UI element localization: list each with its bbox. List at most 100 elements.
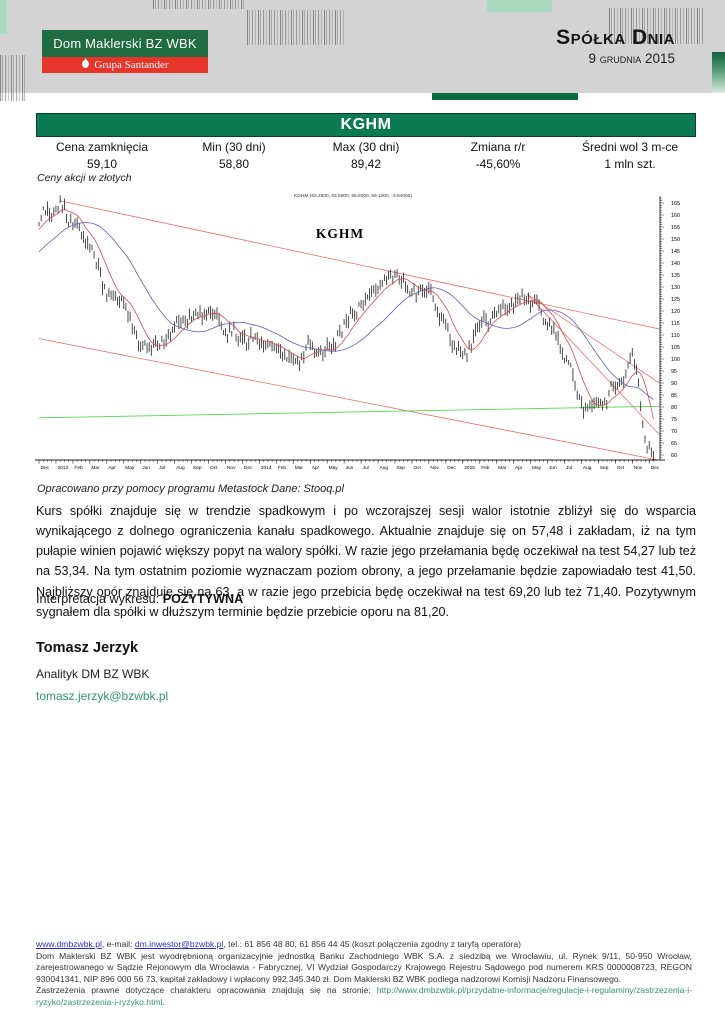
chart-x-label: Jul	[566, 465, 572, 471]
decor-mint-top	[487, 0, 552, 12]
stat-column: Średni wol 3 m-ce 1 mln szt.	[564, 140, 696, 171]
stat-label: Średni wol 3 m-ce	[581, 140, 679, 154]
footer-disclaimer-link[interactable]: http://www.dmbzwbk.pl/przydatne-informac…	[36, 985, 692, 1007]
decor-barcode-left	[0, 55, 25, 101]
chart-x-label: Jul	[363, 465, 369, 471]
footer-email-link[interactable]: dm.inwestor@bzwbk.pl	[134, 939, 224, 949]
chart-x-label: Mar	[295, 465, 304, 471]
author-role: Analityk DM BZ WBK	[36, 667, 150, 681]
footer-website-link[interactable]: www.dmbzwbk.pl	[36, 939, 102, 949]
chart-x-label: Mar	[498, 465, 507, 471]
chart-x-label: May	[125, 465, 135, 471]
stat-label: Cena zamknięcia	[55, 140, 149, 154]
chart-x-label: Nov	[227, 465, 236, 471]
stat-label: Zmiana r/r	[470, 140, 526, 154]
chart-x-label: Dec	[41, 465, 50, 471]
chart-y-label: 130	[671, 285, 680, 291]
author-email-link[interactable]: tomasz.jerzyk@bzwbk.pl	[36, 689, 169, 703]
chart-y-label: 80	[671, 405, 677, 411]
chart-x-label: Sep	[600, 465, 609, 471]
chart-y-label: 125	[671, 297, 680, 303]
chart-y-label: 165	[671, 201, 680, 207]
chart-y-label: 115	[671, 321, 680, 327]
chart-y-label: 160	[671, 213, 680, 219]
chart-x-label: Feb	[481, 465, 490, 471]
chart-x-label: Jun	[346, 465, 354, 471]
chart-x-label: Feb	[74, 465, 83, 471]
brand-logo-group-label: Grupa Santander	[94, 59, 169, 71]
stat-column: Min (30 dni) 58,80	[168, 140, 300, 171]
brand-logo-name: Dom Maklerski BZ WBK	[42, 30, 208, 57]
footer-legal-text: Dom Maklerski BZ WBK jest wyodrębnioną o…	[36, 950, 692, 984]
chart-source-note: Opracowano przy pomocy programu Metastoc…	[37, 483, 344, 495]
chart-y-label: 95	[671, 369, 677, 375]
brand-logo-group: Grupa Santander	[42, 57, 208, 73]
stats-row: Cena zamknięcia 59,10 Min (30 dni) 58,80 Max…	[36, 140, 696, 171]
chart-y-label: 70	[671, 429, 677, 435]
stat-label: Min (30 dni)	[202, 140, 266, 154]
chart-y-label: 145	[671, 249, 680, 255]
decor-barcode-top	[153, 0, 246, 9]
chart-x-label: 2014	[261, 465, 272, 471]
stat-column: Zmiana r/r -45,60%	[432, 140, 564, 171]
chart-lower-channel	[38, 338, 660, 461]
stat-value: 89,42	[350, 157, 382, 171]
chart-x-label: Dec	[447, 465, 456, 471]
chart-title: KGHM	[316, 226, 364, 241]
chart-x-label: Dec	[651, 465, 660, 471]
decor-barcode-center	[247, 10, 344, 45]
chart-y-label: 150	[671, 237, 680, 243]
chart-x-label: Jun	[549, 465, 557, 471]
stat-value: 58,80	[218, 157, 250, 171]
chart-x-label: Oct	[617, 465, 625, 471]
stat-value: 1 mln szt.	[604, 157, 656, 171]
masthead: Spółka Dnia 9 grudnia 2015	[556, 26, 675, 66]
stat-value: 59,10	[86, 157, 118, 171]
footer-disclaimer-line: Zastrzeżenia prawne dotyczące charakteru…	[36, 985, 692, 1008]
brand-logo: Dom Maklerski BZ WBK Grupa Santander	[42, 30, 208, 73]
decor-barcode-right	[609, 8, 704, 44]
chart-x-label: Oct	[210, 465, 218, 471]
chart-x-label: Apr	[108, 465, 116, 471]
chart-short-ma	[38, 209, 654, 420]
chart-x-label: Nov	[430, 465, 439, 471]
chart-x-label: Mar	[91, 465, 100, 471]
report-date: 9 grudnia 2015	[588, 51, 675, 66]
company-banner: KGHM	[36, 113, 696, 137]
chart-long-ma	[38, 222, 654, 400]
decor-mint-left	[0, 0, 7, 34]
chart-y-label: 120	[671, 309, 680, 315]
chart-x-ticks	[38, 460, 655, 464]
chart-x-label: Aug	[380, 465, 389, 471]
chart-x-label: May	[532, 465, 542, 471]
chart-x-label: Sep	[396, 465, 405, 471]
chart-y-label: 75	[671, 417, 677, 423]
stat-value: -45,60%	[475, 157, 521, 171]
chart-x-label: Oct	[413, 465, 421, 471]
chart-x-label: 2013	[57, 465, 68, 471]
chart-y-label: 60	[671, 453, 677, 459]
chart-x-label: Apr	[515, 465, 523, 471]
chart-x-label: May	[329, 465, 339, 471]
chart-x-label: Jun	[142, 465, 150, 471]
header-band: Dom Maklerski BZ WBK Grupa Santander Spó…	[0, 0, 725, 101]
interpretation-label: Interpretacja wykresu:	[36, 592, 163, 606]
chart-y-label: 140	[671, 261, 680, 267]
chart-fan-line-2	[526, 293, 660, 435]
chart-x-label: Feb	[278, 465, 287, 471]
chart-y-ticks	[660, 197, 664, 461]
chart-x-label: Apr	[312, 465, 320, 471]
footer-contact-line: www.dmbzwbk.pl, e-mail: dm.inwestor@bzwb…	[36, 939, 692, 951]
decor-green-bar	[432, 93, 578, 100]
interpretation-line: Interpretacja wykresu: POZYTYWNA	[36, 592, 243, 606]
chart-x-label: Sep	[193, 465, 202, 471]
chart-y-label: 85	[671, 393, 677, 399]
chart-y-label: 155	[671, 225, 680, 231]
footer-text: , e-mail:	[101, 939, 135, 949]
chart-units-note: Ceny akcji w złotych	[37, 172, 132, 184]
chart-x-label: Dec	[244, 465, 253, 471]
chart-support-line	[38, 405, 660, 419]
analysis-paragraph: Kurs spółki znajduje się w trendzie spad…	[36, 504, 696, 619]
chart-fan-line-1	[526, 293, 660, 384]
santander-flame-icon	[81, 58, 90, 74]
